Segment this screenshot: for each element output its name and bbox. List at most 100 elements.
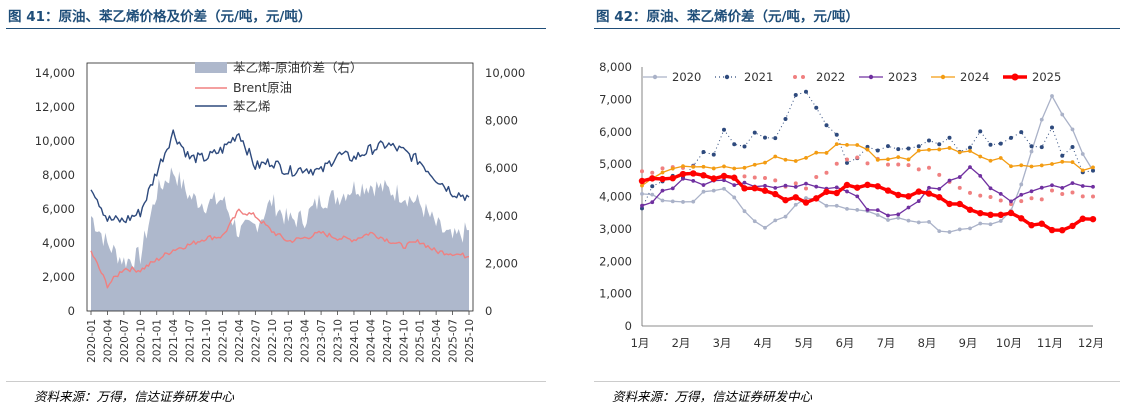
legend-2020-marker: [652, 74, 658, 80]
legend-2025-label: 2025: [1032, 70, 1061, 84]
series-2020-marker: [1080, 152, 1085, 156]
series-2023-marker: [1039, 185, 1044, 190]
series-2023-marker: [875, 208, 880, 213]
legend-2024-marker: [940, 74, 946, 80]
series-2023-marker: [640, 203, 644, 208]
series-2022-marker: [906, 163, 911, 168]
right-chart: 0 1,000 2,000 3,000 4,000 5,000 6,000 7,000 8,00…: [599, 60, 1104, 350]
series-2021-marker: [916, 144, 921, 149]
left-axis-tick-label: 10,000: [35, 134, 75, 148]
x-axis-tick-label: 2023-01: [283, 319, 295, 363]
series-2022-marker: [1070, 190, 1075, 195]
series-2025-marker: [1069, 222, 1076, 230]
series-2025-marker: [936, 194, 943, 201]
series-2021-marker: [783, 117, 788, 122]
series-2024-marker: [845, 142, 849, 147]
series-2020-marker: [957, 227, 962, 232]
left-source-rule: [6, 381, 546, 382]
brent-line-series: [90, 208, 470, 289]
series-2020-marker: [804, 196, 808, 200]
series-2023-marker: [722, 178, 726, 183]
series-2024-marker: [722, 164, 726, 169]
series-2022-marker: [886, 162, 890, 167]
x-axis-tick-label: 2023-04: [300, 319, 312, 363]
series-2025-marker: [915, 188, 922, 195]
legend-label-brent: Brent原油: [233, 80, 292, 95]
series-2022-marker: [773, 178, 778, 183]
series-2020-marker: [722, 186, 726, 191]
series-2025-marker: [802, 199, 810, 206]
series-2022-marker: [927, 165, 931, 170]
series-2020-marker: [855, 208, 860, 212]
x-axis-tick-label: 9月: [959, 336, 978, 350]
series-2023-marker: [855, 194, 860, 199]
series-2020-marker: [978, 221, 983, 226]
series-2020-marker: [998, 219, 1003, 223]
series-2022-marker: [814, 174, 819, 179]
series-2025-marker: [823, 188, 830, 195]
series-2021-marker: [896, 147, 901, 152]
x-axis-tick-label: 7月: [877, 336, 896, 350]
series-2020-marker: [701, 189, 706, 194]
series-2020-marker: [691, 199, 696, 204]
series-2024-marker: [855, 143, 860, 147]
series-2025-marker: [1048, 226, 1056, 234]
series-2025-marker: [690, 170, 697, 177]
series-2024-marker: [1029, 164, 1034, 169]
right-axis-tick-label: 0: [485, 304, 492, 318]
series-2023-marker: [814, 184, 819, 189]
series-2022-marker: [660, 166, 665, 171]
series-2025-marker: [741, 185, 748, 192]
series-2022-marker: [804, 186, 808, 191]
series-2024-marker: [701, 164, 706, 169]
series-2022-marker: [793, 181, 798, 186]
series-2024-marker: [968, 149, 972, 153]
x-axis-tick-label: 2月: [672, 336, 691, 350]
series-2023-marker: [783, 183, 788, 188]
series-2024-marker: [937, 147, 942, 152]
series-2024-marker: [752, 162, 757, 167]
series-2023-marker: [732, 183, 737, 188]
x-axis-tick-label: 2021-04: [168, 319, 180, 363]
series-2024-marker: [886, 157, 890, 162]
legend-2025-marker: [1011, 73, 1019, 81]
series-2025-marker: [679, 170, 687, 178]
series-2021-marker: [732, 142, 737, 147]
x-axis-tick-label: 2021-01: [152, 319, 164, 363]
y-axis-tick-label: 7,000: [599, 92, 632, 106]
series-2025-marker: [895, 191, 902, 199]
series-2021-marker: [701, 150, 706, 155]
series-2020-marker: [947, 230, 952, 234]
left-source-note: 资料来源：万得，信达证券研发中心: [34, 389, 235, 404]
series-2025-marker: [946, 200, 953, 208]
series-2025-marker: [1028, 221, 1035, 229]
y-axis-tick-label: 5,000: [599, 157, 632, 171]
series-2021-marker: [886, 144, 890, 149]
series-2020-marker: [968, 226, 972, 231]
legend-2020-label: 2020: [672, 70, 701, 84]
series-2022-marker: [1009, 202, 1013, 207]
series-2020-marker: [742, 209, 747, 214]
series-2024-marker: [660, 170, 665, 175]
series-2024-marker: [988, 158, 993, 163]
series-2023-marker: [773, 185, 778, 190]
series-2023-marker: [804, 181, 808, 186]
series-2022-marker: [916, 167, 921, 172]
series-2021-marker: [1050, 125, 1054, 130]
series-2024-marker: [742, 165, 747, 170]
series-2024-marker: [804, 155, 808, 160]
series-2023-marker: [670, 186, 675, 191]
series-2020-marker: [1029, 149, 1034, 154]
series-2023-marker: [1080, 184, 1085, 188]
series-2025-marker: [782, 196, 789, 204]
series-2022-marker: [1080, 194, 1085, 199]
series-2023-marker: [1070, 181, 1075, 185]
series-2020-marker: [834, 203, 839, 208]
x-axis-tick-label: 2022-01: [217, 319, 229, 363]
series-2025-marker: [700, 172, 707, 179]
series-2020-marker: [650, 192, 655, 197]
series-2025-marker: [1007, 209, 1015, 217]
series-2024-marker: [957, 150, 962, 155]
right-axis-tick-label: 6,000: [485, 161, 518, 175]
series-2023-marker: [650, 200, 655, 205]
